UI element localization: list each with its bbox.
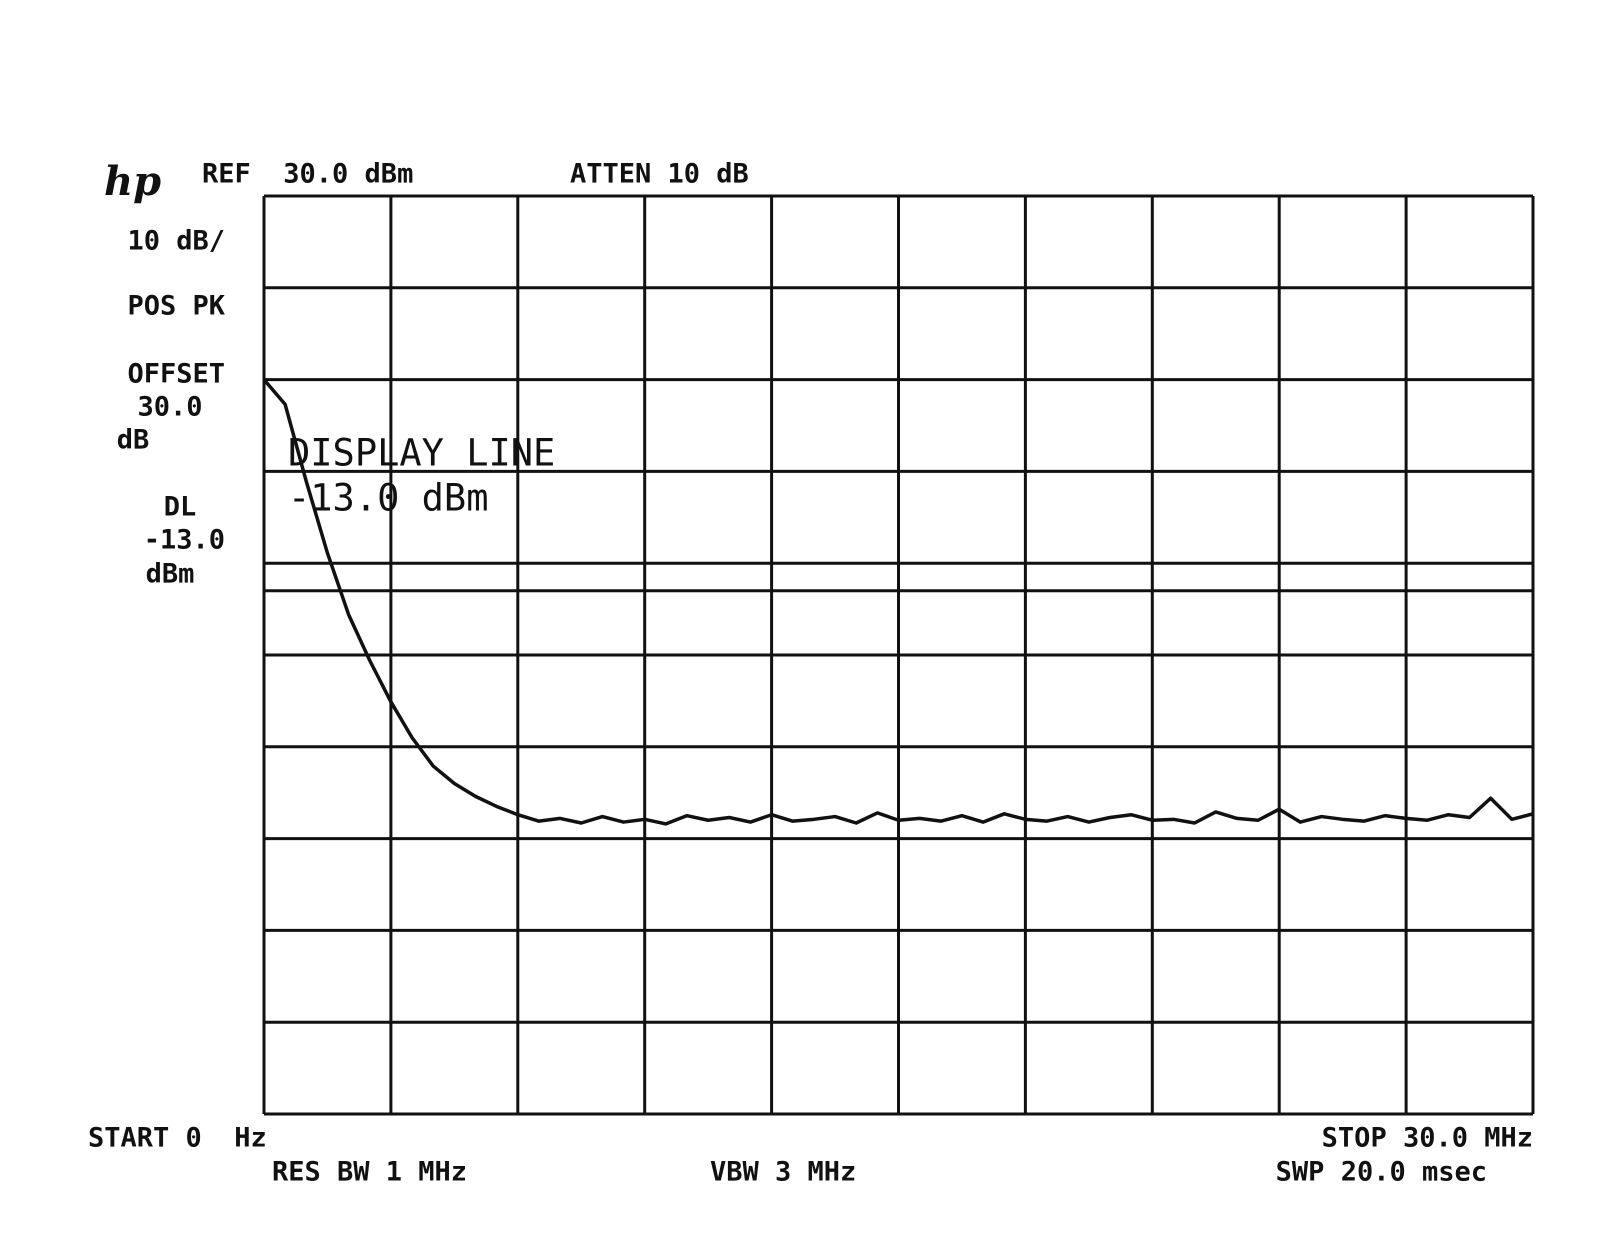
display-line-label: -13.0 dBm <box>288 477 488 520</box>
res-bw-label: RES BW 1 MHz <box>272 1157 467 1188</box>
side-label: DL <box>164 492 197 523</box>
display-line-label: DISPLAY LINE <box>288 432 555 475</box>
logo: hp <box>104 158 161 205</box>
atten-label: ATTEN 10 dB <box>570 159 749 190</box>
side-label: OFFSET <box>127 359 225 390</box>
start-label: START 0 Hz <box>88 1123 267 1154</box>
side-label: dBm <box>146 559 195 590</box>
ref-label: REF 30.0 dBm <box>202 159 413 190</box>
side-label: dB <box>117 425 150 456</box>
side-label: 10 dB/ <box>127 226 225 257</box>
side-label: POS PK <box>127 291 225 322</box>
stop-label: STOP 30.0 MHz <box>1322 1123 1533 1154</box>
trace <box>262 378 1534 826</box>
side-label: -13.0 <box>144 525 225 556</box>
vbw-label: VBW 3 MHz <box>710 1157 856 1188</box>
side-label: 30.0 <box>137 392 202 423</box>
sweep-label: SWP 20.0 msec <box>1276 1157 1487 1188</box>
